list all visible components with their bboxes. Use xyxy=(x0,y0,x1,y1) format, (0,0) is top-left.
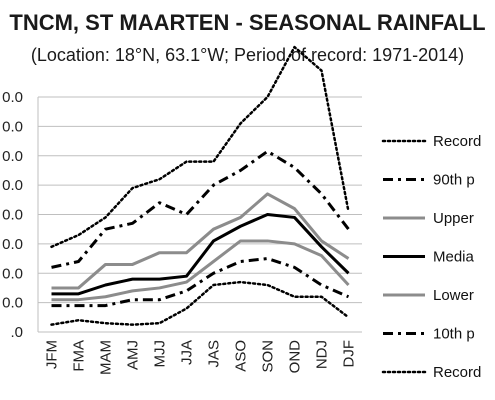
series-line xyxy=(51,257,350,308)
y-tick-label: 0.0 xyxy=(2,89,23,106)
series-line xyxy=(50,280,350,326)
x-tick-label: SON xyxy=(260,340,277,373)
y-tick-label: 0.0 xyxy=(2,148,23,165)
x-tick-label: JJA xyxy=(179,340,196,365)
y-tick-label: .0 xyxy=(10,324,23,341)
legend-label: Media xyxy=(433,249,475,266)
legend-label: Upper xyxy=(433,210,474,227)
x-tick-label: NDJ xyxy=(314,340,331,369)
y-tick-label: 0.0 xyxy=(2,295,23,312)
series-line xyxy=(51,239,350,302)
series-line xyxy=(51,213,350,296)
x-tick-label: JAS xyxy=(206,340,223,368)
x-tick-label: MJJ xyxy=(152,340,169,368)
y-tick-label: 0.0 xyxy=(2,236,23,253)
x-tick-label: JFM xyxy=(44,340,61,369)
chart-subtitle: (Location: 18°N, 63.1°W; Period of recor… xyxy=(30,45,465,65)
legend-label: Record xyxy=(433,133,481,150)
legend-label: 10th p xyxy=(433,326,475,343)
y-tick-label: 0.0 xyxy=(2,265,23,282)
x-tick-label: FMA xyxy=(71,340,88,372)
series-line xyxy=(50,45,350,249)
legend-label: 90th p xyxy=(433,172,475,189)
legend-label: Record xyxy=(433,364,481,381)
x-tick-label: OND xyxy=(287,340,304,374)
series-line xyxy=(51,192,350,290)
y-tick-label: 0.0 xyxy=(2,118,23,135)
x-tick-label: MAM xyxy=(98,340,115,375)
x-tick-label: AMJ xyxy=(125,340,142,370)
y-tick-label: 0.0 xyxy=(2,207,23,224)
legend-label: Lower xyxy=(433,287,474,304)
x-tick-label: DJF xyxy=(341,340,358,368)
series-line xyxy=(51,149,350,269)
x-tick-label: ASO xyxy=(233,340,250,372)
y-tick-label: 0.0 xyxy=(2,177,23,194)
chart-title: TNCM, ST MAARTEN - SEASONAL RAINFALL xyxy=(9,10,486,35)
